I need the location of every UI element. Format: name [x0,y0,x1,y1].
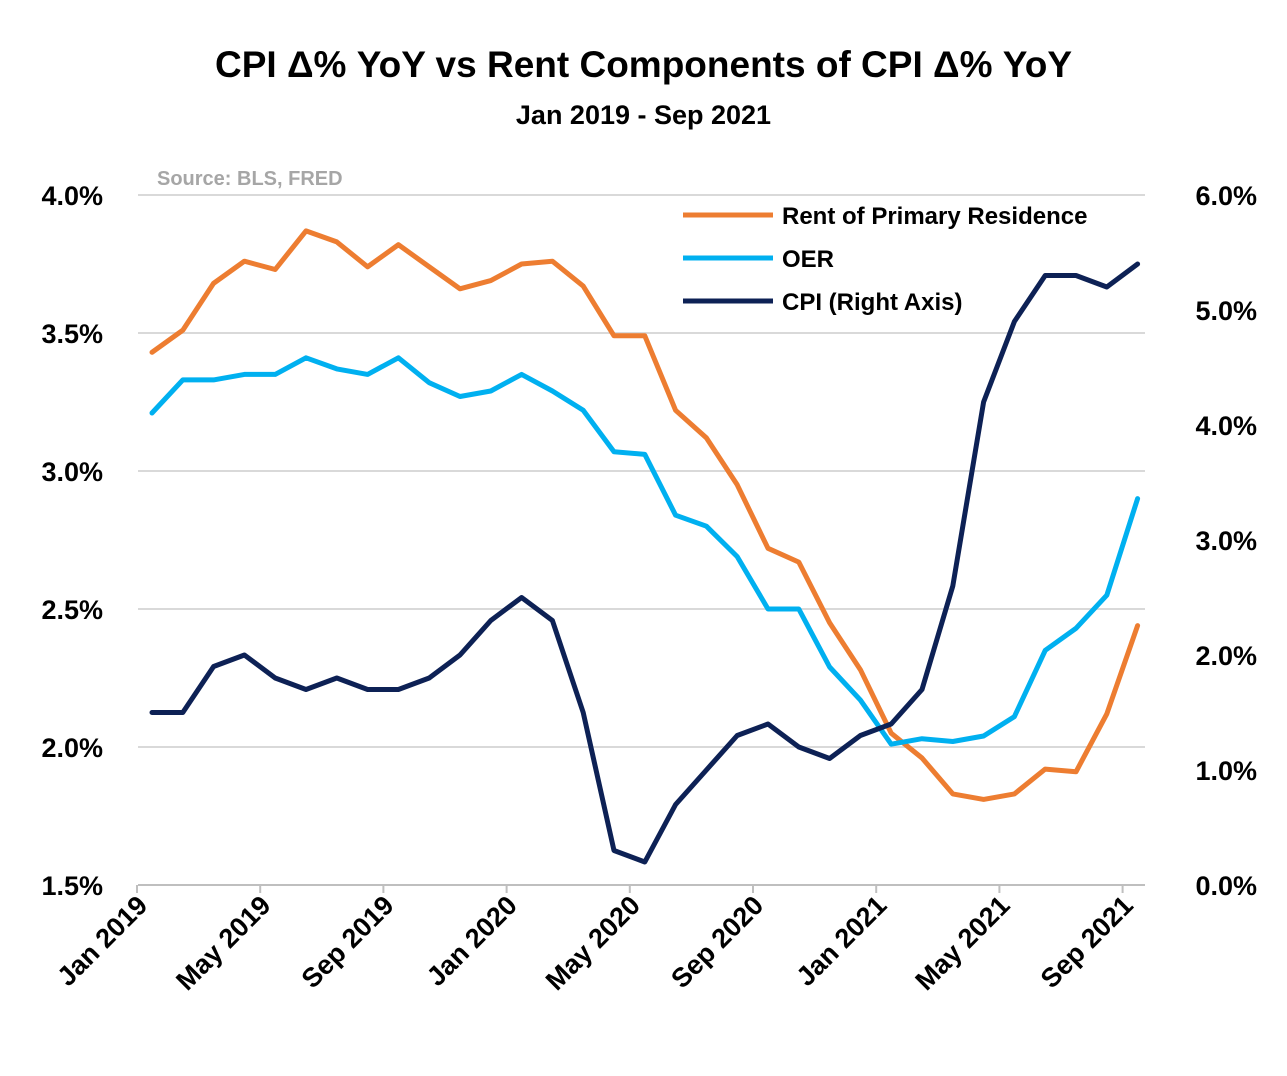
y-left-tick-label: 3.5% [41,319,103,349]
y-right-tick-label: 4.0% [1195,411,1257,441]
legend-label: OER [782,246,834,273]
right-y-axis: 0.0% 1.0% 2.0% 3.0% 4.0% 5.0% 6.0% [1195,181,1257,901]
y-left-tick-label: 3.0% [41,457,103,487]
x-tick-label: Jan 2021 [791,890,893,992]
x-tick-label: Jan 2020 [421,890,523,992]
y-left-tick-label: 4.0% [41,181,103,211]
y-right-tick-label: 5.0% [1195,296,1257,326]
series-lines [149,228,1141,865]
x-tick-label: May 2021 [910,890,1016,996]
legend-label: Rent of Primary Residence [782,203,1087,230]
x-tick-label: Sep 2021 [1035,890,1139,994]
x-axis: Jan 2019 May 2019 Sep 2019 Jan 2020 May 2020… [51,885,1139,996]
x-tick-label: May 2019 [170,890,276,996]
x-tick-label: Jan 2019 [51,890,153,992]
x-tick-label: Sep 2019 [296,890,400,994]
left-y-axis: 1.5% 2.0% 2.5% 3.0% 3.5% 4.0% [41,181,103,901]
y-left-tick-label: 1.5% [41,871,103,901]
chart-title: CPI Δ% YoY vs Rent Components of CPI Δ% … [214,44,1073,85]
y-left-tick-label: 2.5% [41,595,103,625]
legend-label: CPI (Right Axis) [782,289,962,316]
source-note: Source: BLS, FRED [157,168,343,190]
gridlines [138,194,1145,748]
x-tick-label: Sep 2020 [665,890,769,994]
legend: Rent of Primary Residence OER CPI (Right A… [683,203,1087,316]
series-line-rent-of-primary-residence [149,228,1141,802]
series-line-oer [149,355,1141,747]
y-right-tick-label: 0.0% [1195,871,1257,901]
y-right-tick-label: 1.0% [1195,756,1257,786]
y-right-tick-label: 3.0% [1195,526,1257,556]
series-line-cpi-right-axis [149,261,1141,865]
x-tick-label: May 2020 [540,890,646,996]
chart-subtitle: Jan 2019 - Sep 2021 [515,100,772,130]
y-right-tick-label: 2.0% [1195,641,1257,671]
y-left-tick-label: 2.0% [41,733,103,763]
y-right-tick-label: 6.0% [1195,181,1257,211]
